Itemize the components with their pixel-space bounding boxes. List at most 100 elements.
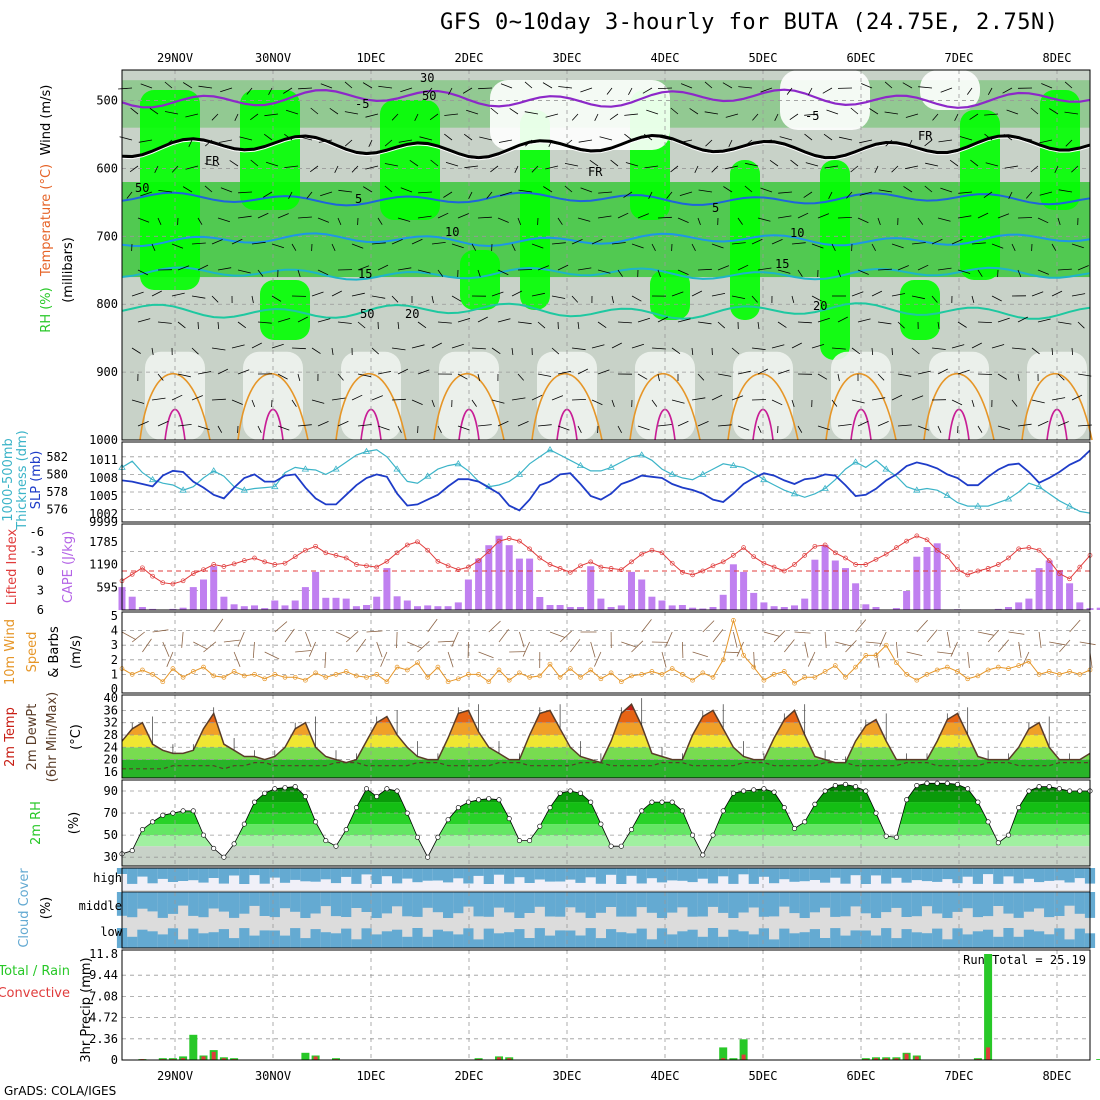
li-marker — [731, 553, 736, 558]
cloud-low-bar — [707, 928, 719, 948]
thickness-line — [121, 449, 1091, 514]
wind-barb — [758, 139, 773, 143]
rh-tick: 70 — [104, 806, 118, 820]
cloud-mid-bar — [667, 892, 678, 913]
cloud-high-bar — [259, 868, 270, 884]
wind-barb — [329, 107, 339, 115]
wind-barb — [778, 191, 793, 194]
rh-marker — [1026, 788, 1032, 794]
li-marker — [486, 549, 492, 554]
li-marker — [751, 554, 757, 560]
wind-barb — [631, 343, 645, 349]
wind-marker — [190, 669, 196, 674]
rh-saturated-patch — [380, 100, 440, 220]
wind-barb — [1077, 373, 1092, 377]
wind-barb — [277, 318, 291, 323]
wind-barb — [651, 399, 658, 407]
wind-barb — [905, 113, 919, 118]
cloud-high-bar — [656, 868, 668, 883]
cloud-mid-bar — [881, 892, 892, 913]
cape-bar — [607, 607, 615, 610]
wind-marker — [160, 679, 166, 685]
rh-band — [122, 813, 1090, 825]
wind-barb — [217, 368, 229, 375]
rh-marker — [690, 832, 696, 838]
contour-label: 20 — [813, 299, 827, 313]
wind-barb — [731, 242, 746, 245]
precip-conv-bar — [986, 1047, 991, 1060]
cape-bar — [210, 566, 218, 610]
wind-barb — [597, 369, 610, 375]
cloud-high-bar — [310, 868, 321, 882]
li-marker — [343, 555, 349, 561]
li-marker — [160, 580, 166, 586]
wind-barb — [977, 373, 993, 375]
slp-tick: 1002 — [89, 507, 118, 521]
cape-bar — [414, 606, 421, 610]
cape-bar — [1055, 570, 1063, 610]
wind-barb — [368, 139, 373, 147]
wind-barb — [185, 165, 199, 170]
cape-bar — [515, 558, 523, 610]
cape-bar — [689, 607, 697, 610]
wind-barb — [737, 370, 751, 375]
wind-barb — [537, 265, 550, 271]
wind-barb — [171, 243, 184, 249]
li-marker — [965, 572, 971, 578]
cloud-mid-bar — [351, 892, 362, 908]
rh-marker — [252, 799, 258, 805]
li-marker — [252, 555, 257, 561]
wind-barb — [151, 243, 156, 251]
wind-barb-10m — [427, 618, 438, 633]
wind-barb — [297, 216, 312, 219]
cape-bar — [383, 568, 391, 610]
cloud-low-bar — [972, 931, 983, 948]
wind-barb — [670, 165, 679, 173]
wind-barb-10m — [723, 651, 740, 654]
date-label-top: 4DEC — [651, 51, 680, 65]
thickness-marker — [362, 447, 371, 454]
wind-barb — [951, 239, 963, 245]
cloud-mid-bar — [993, 892, 1004, 906]
cape-label: CAPE (J/kg) — [61, 531, 76, 603]
wind-barb — [791, 342, 802, 349]
li-marker — [914, 533, 920, 539]
wind-barb-10m — [233, 651, 241, 667]
cloud-level-label: low — [100, 925, 122, 939]
cape-bar — [750, 592, 758, 610]
wind-barb — [498, 139, 513, 143]
wind-marker — [567, 666, 573, 671]
cloud-high-bar — [738, 868, 749, 875]
wind-barb — [937, 217, 951, 222]
wind-barb — [479, 136, 493, 141]
li-marker — [394, 550, 400, 556]
cloud-low-bar — [524, 938, 535, 948]
wind-barb-10m — [345, 631, 359, 643]
li-tick: -6 — [30, 525, 44, 539]
panel-frames — [121, 69, 1091, 1061]
wind-barb — [697, 421, 709, 427]
wind-barb — [298, 87, 313, 90]
cape-bar — [719, 594, 727, 610]
li-marker — [272, 562, 278, 567]
cloud-high-bar — [881, 868, 892, 884]
li-marker — [180, 578, 186, 584]
wind-barb — [828, 191, 833, 199]
cape-bar — [923, 547, 931, 610]
wind-barb — [1051, 290, 1063, 297]
date-label-bottom: 1DEC — [357, 1069, 386, 1083]
cloud-high-bar — [249, 868, 260, 876]
wind-barb-10m — [665, 631, 673, 647]
rh-label-b: (%) — [67, 812, 82, 835]
slp-tick: 1005 — [89, 489, 118, 503]
rh-marker — [476, 797, 482, 803]
cloud-low-bar — [993, 936, 1004, 948]
cape-bar — [994, 608, 1002, 610]
wind-barb — [471, 347, 486, 350]
wind-barb — [478, 87, 493, 90]
wind-barb — [377, 425, 390, 431]
wind-barb — [891, 394, 903, 401]
cloud-low-bar — [769, 939, 780, 948]
cloud-low-bar — [1023, 929, 1034, 948]
wind-barb — [462, 87, 473, 94]
